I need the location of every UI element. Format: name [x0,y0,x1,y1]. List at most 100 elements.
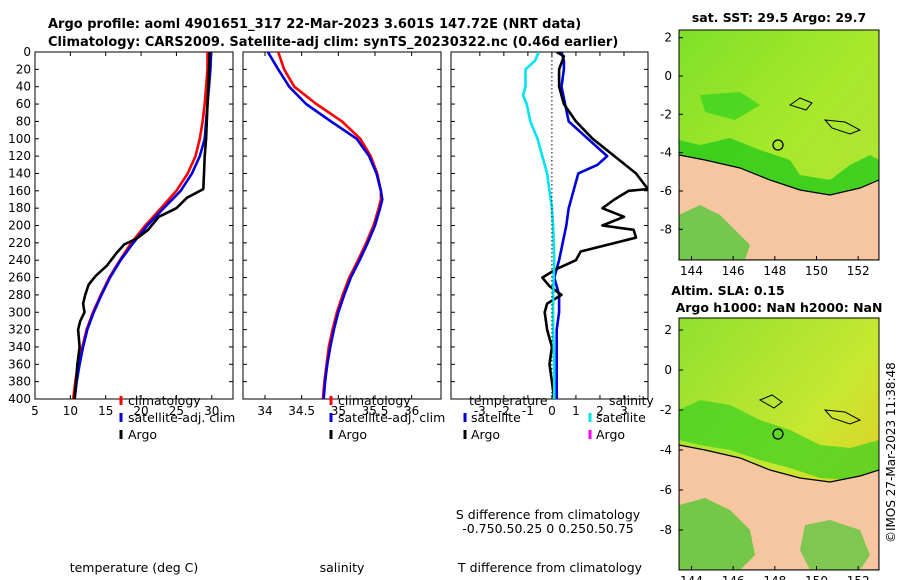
y-tick-label: 280 [8,288,31,302]
series-line-argo [73,52,211,399]
sla-map [679,318,879,570]
x-tick-label: 36 [404,404,419,418]
x-tick-label: 5 [31,404,39,418]
map-x-tick-label: 144 [680,264,703,278]
sst-map [679,30,879,260]
series-line-climatology [71,52,209,399]
map-x-tick-label: 152 [847,574,870,580]
x-tick-label: 2 [596,404,604,418]
legend-title-salinity: salinity [609,393,654,408]
difference-axes [450,51,649,400]
map-y-tick-label: -8 [660,222,672,236]
legend-label-satellite: satellite-adj. clim [128,410,235,425]
map-y-tick-label: 2 [664,323,672,337]
argo-h-title: Argo h1000: NaN h2000: NaN [676,300,883,315]
sst-map-title: sat. SST: 29.5 Argo: 29.7 [692,10,866,25]
sla-map-frame [678,317,880,571]
map-y-tick-label: 0 [664,69,672,83]
y-tick-label: 340 [8,340,31,354]
legend-label-argo: Argo [338,427,367,442]
y-tick-label: 180 [8,201,31,215]
series-line-s-satellite [521,52,556,399]
temperature-axes [34,51,234,400]
sla-south-band [679,498,755,570]
x-tick-label: -3 [474,404,486,418]
map-x-tick-label: 148 [763,574,786,580]
s-difference-label: S difference from climatology [456,507,641,522]
legend-label-argo: Argo [128,427,157,442]
map-y-tick-label: 2 [664,31,672,45]
map-y-tick-label: 0 [664,363,672,377]
x-tick-label: 10 [63,404,78,418]
difference-xlabel: T difference from climatology [457,560,643,575]
legend-title-temperature: temperature [469,393,548,408]
map-x-tick-label: 146 [722,574,745,580]
map-x-tick-label: 150 [805,574,828,580]
sst-coast-band [679,138,879,200]
map-y-tick-label: -8 [660,523,672,537]
map-y-tick-label: -6 [660,184,672,198]
legend-label-satellite: satellite-adj. clim [338,410,445,425]
map-y-tick-label: -2 [660,107,672,121]
map-x-tick-label: 146 [722,264,745,278]
y-tick-label: 220 [8,236,31,250]
y-tick-label: 140 [8,166,31,180]
imos-watermark: ©IMOS 27-Mar-2023 11:38:48 [884,362,898,543]
series-line-satellite-adj-clim [266,52,384,399]
island-shape [788,97,813,111]
y-tick-label: 400 [8,392,31,406]
x-tick-label: 35 [331,404,346,418]
salinity-lines [266,52,384,399]
x-tick-label: 1 [572,404,580,418]
y-tick-label: 380 [8,375,31,389]
x-tick-label: 34 [257,404,272,418]
x-tick-label: 15 [98,404,113,418]
difference-lines [521,52,648,399]
sst-map-frame [678,29,880,261]
y-tick-label: 240 [8,253,31,267]
sst-south-band [679,205,750,260]
series-line-t-satellite [553,52,609,399]
salinity-legend: climatology satellite-adj. clim Argo [329,393,445,442]
salinity-ticks: 34 34.5 35 35.5 36 [243,51,441,418]
series-line-t-argo [541,52,648,399]
x-tick-label: 34.5 [288,404,315,418]
difference-legend-temperature: temperature satellite Argo [463,393,548,442]
temperature-lines [71,52,213,399]
salinity-xlabel: salinity [320,560,365,575]
legend-label-s-argo: Argo [596,427,625,442]
x-tick-label: -1 [522,404,534,418]
y-tick-label: 320 [8,323,31,337]
x-tick-label: 25 [169,404,184,418]
s-difference-ticks: -0.750.50.25 0 0.250.50.75 [462,521,634,536]
y-tick-label: 300 [8,305,31,319]
sla-coast-band [679,400,879,480]
legend-label-climatology: climatology [128,393,201,408]
argo-location-marker [772,428,784,440]
map-x-tick-label: 144 [680,574,703,580]
x-tick-label: 0 [548,404,556,418]
sla-south-east-band [800,520,870,570]
y-tick-label: 80 [16,114,31,128]
legend-label-t-argo: Argo [471,427,500,442]
sst-patch [700,92,760,120]
series-line-satellite-adj-clim [73,52,213,399]
x-tick-label: 35.5 [362,404,389,418]
map-x-tick-label: 152 [847,264,870,278]
y-tick-label: 0 [23,45,31,59]
temperature-legend: climatology satellite-adj. clim Argo [119,393,235,442]
island-shape [823,119,862,135]
sla-map-ticks: 144 146 148 150 152 2 0 -2 -4 -6 -8 [660,323,870,580]
difference-legend-salinity: salinity satellite Argo [588,393,654,442]
x-tick-label: 3 [620,404,628,418]
salinity-axes [242,51,442,400]
map-y-tick-label: -2 [660,403,672,417]
legend-label-climatology: climatology [338,393,411,408]
x-tick-label: 30 [204,404,219,418]
y-tick-label: 100 [8,132,31,146]
sst-map-ticks: 144 146 148 150 152 2 0 -2 -4 -6 -8 [660,31,870,278]
x-tick-label: 20 [133,404,148,418]
map-y-tick-label: -6 [660,483,672,497]
x-tick-label: -2 [498,404,510,418]
